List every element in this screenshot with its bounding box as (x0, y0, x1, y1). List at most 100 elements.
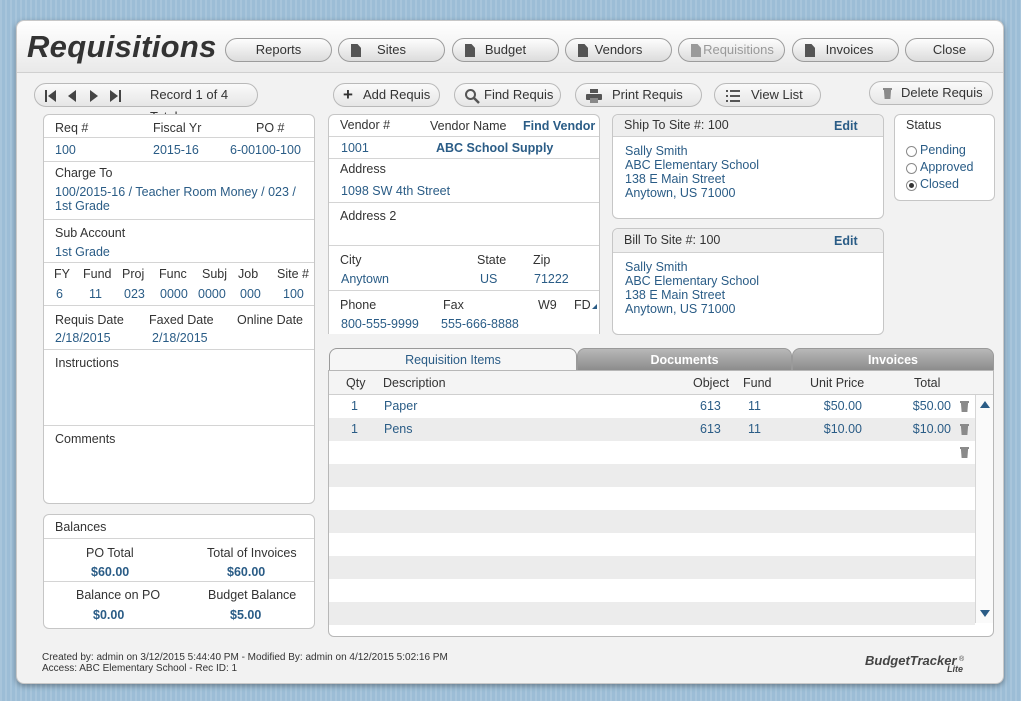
table-row[interactable] (329, 464, 975, 487)
cell-total[interactable]: $50.00 (912, 399, 951, 413)
vendor-name-field[interactable]: ABC School Supply (436, 141, 554, 155)
fax-field[interactable]: 555-666-8888 (441, 317, 519, 331)
cell-qty[interactable]: 1 (351, 399, 358, 413)
tab-invoices[interactable]: Invoices (792, 348, 994, 370)
sites-button[interactable]: Sites (338, 38, 445, 62)
ship-to-line: Sally Smith (625, 144, 688, 158)
city-field[interactable]: Anytown (341, 272, 389, 286)
close-button[interactable]: Close (905, 38, 994, 62)
sub-account-field[interactable]: 1st Grade (55, 245, 110, 259)
table-row[interactable]: 1 Paper 613 11 $50.00 $50.00 (329, 395, 975, 418)
balance-po-value: $0.00 (93, 608, 125, 622)
charge-to-field-line1[interactable]: 100/2015-16 / Teacher Room Money / 023 / (55, 185, 296, 199)
delete-requis-button[interactable]: Delete Requis (869, 81, 993, 105)
reports-button[interactable]: Reports (225, 38, 332, 62)
find-vendor-link[interactable]: Find Vendor (523, 119, 596, 133)
vendor-no-field[interactable]: 1001 (341, 141, 369, 155)
col-unit-price: Unit Price (810, 376, 865, 390)
status-pending-label[interactable]: Pending (920, 143, 966, 157)
first-record-icon[interactable] (45, 90, 56, 102)
cell-object[interactable]: 613 (700, 399, 721, 413)
vendor-no-label: Vendor # (340, 118, 391, 132)
cell-object[interactable]: 613 (700, 422, 721, 436)
delete-row-icon[interactable] (960, 447, 969, 458)
proj-label: Proj (122, 267, 145, 281)
next-record-icon[interactable] (90, 90, 98, 102)
scroll-up-icon[interactable] (980, 401, 990, 408)
cell-total[interactable]: $10.00 (912, 422, 951, 436)
find-requis-button[interactable]: Find Requis (454, 83, 561, 107)
tab-documents[interactable]: Documents (577, 348, 792, 370)
add-requis-button[interactable]: + Add Requis (333, 83, 440, 107)
table-row[interactable]: 1 Pens 613 11 $10.00 $10.00 (329, 418, 975, 441)
budget-button[interactable]: Budget (452, 38, 559, 62)
charge-to-field-line2[interactable]: 1st Grade (55, 199, 110, 213)
zip-field[interactable]: 71222 (534, 272, 569, 286)
access-info: Access: ABC Elementary School - Rec ID: … (42, 663, 238, 674)
bill-to-line: Anytown, US 71000 (625, 302, 736, 316)
requisitions-button: Requisitions (678, 38, 785, 62)
job-field[interactable]: 000 (240, 287, 261, 301)
cell-fund[interactable]: 11 (748, 422, 761, 436)
table-row[interactable] (329, 579, 975, 602)
registered-mark: ® (959, 656, 965, 663)
audit-info: Created by: admin on 3/12/2015 5:44:40 P… (42, 652, 448, 663)
status-closed-label[interactable]: Closed (920, 177, 959, 191)
subj-field[interactable]: 0000 (198, 287, 226, 301)
cell-qty[interactable]: 1 (351, 422, 358, 436)
print-requis-button[interactable]: Print Requis (575, 83, 702, 107)
func-field[interactable]: 0000 (160, 287, 188, 301)
table-row[interactable] (329, 510, 975, 533)
bill-to-edit-link[interactable]: Edit (834, 234, 858, 248)
po-total-value: $60.00 (91, 565, 130, 579)
site-no-field[interactable]: 100 (283, 287, 304, 301)
phone-label: Phone (340, 298, 377, 312)
proj-field[interactable]: 023 (124, 287, 145, 301)
view-list-button[interactable]: View List (714, 83, 821, 107)
fiscal-yr-field[interactable]: 2015-16 (153, 143, 199, 157)
vendors-button[interactable]: Vendors (565, 38, 672, 62)
state-field[interactable]: US (480, 272, 498, 286)
app-window: Requisitions Reports Sites Budget Vendor… (16, 20, 1004, 684)
fund-field[interactable]: 11 (89, 287, 102, 301)
previous-record-icon[interactable] (68, 90, 76, 102)
po-no-field[interactable]: 6-00100-100 (230, 143, 301, 157)
delete-row-icon[interactable] (960, 424, 969, 435)
status-pending-radio[interactable] (906, 146, 917, 157)
table-row[interactable] (329, 487, 975, 510)
phone-field[interactable]: 800-555-9999 (341, 317, 419, 331)
tab-requisition-items[interactable]: Requisition Items (329, 348, 577, 370)
cell-description[interactable]: Paper (384, 399, 418, 413)
search-icon (465, 89, 480, 104)
delete-row-icon[interactable] (960, 401, 969, 412)
ship-to-edit-link[interactable]: Edit (834, 119, 858, 133)
instructions-field[interactable] (44, 373, 314, 425)
comments-field[interactable] (44, 449, 314, 501)
scroll-down-icon[interactable] (980, 610, 990, 617)
invoices-button[interactable]: Invoices (792, 38, 899, 62)
plus-icon: + (343, 85, 353, 104)
table-row[interactable] (329, 556, 975, 579)
table-row[interactable] (329, 441, 975, 464)
status-approved-label[interactable]: Approved (920, 160, 974, 174)
col-total: Total (914, 376, 941, 390)
cell-unit-price[interactable]: $50.00 (823, 399, 862, 413)
cell-unit-price[interactable]: $10.00 (823, 422, 862, 436)
address-field[interactable]: 1098 SW 4th Street (341, 184, 451, 198)
cell-fund[interactable]: 11 (748, 399, 761, 413)
faxed-date-field[interactable]: 2/18/2015 (152, 331, 208, 345)
req-no-field[interactable]: 100 (55, 143, 76, 157)
items-rows: 1 Paper 613 11 $50.00 $50.00 1 Pens 613 11 $10.00 $… (329, 395, 975, 625)
status-approved-radio[interactable] (906, 163, 917, 174)
status-closed-radio[interactable] (906, 180, 917, 191)
items-scrollbar[interactable] (975, 395, 993, 623)
cell-description[interactable]: Pens (384, 422, 413, 436)
table-row[interactable] (329, 602, 975, 625)
table-row[interactable] (329, 533, 975, 556)
budget-balance-label: Budget Balance (208, 588, 297, 602)
last-record-icon[interactable] (110, 90, 121, 102)
address-label: Address (340, 162, 386, 176)
brand-logo: BudgetTracker ® Lite (865, 651, 975, 677)
fy-field[interactable]: 6 (56, 287, 63, 301)
requis-date-field[interactable]: 2/18/2015 (55, 331, 111, 345)
